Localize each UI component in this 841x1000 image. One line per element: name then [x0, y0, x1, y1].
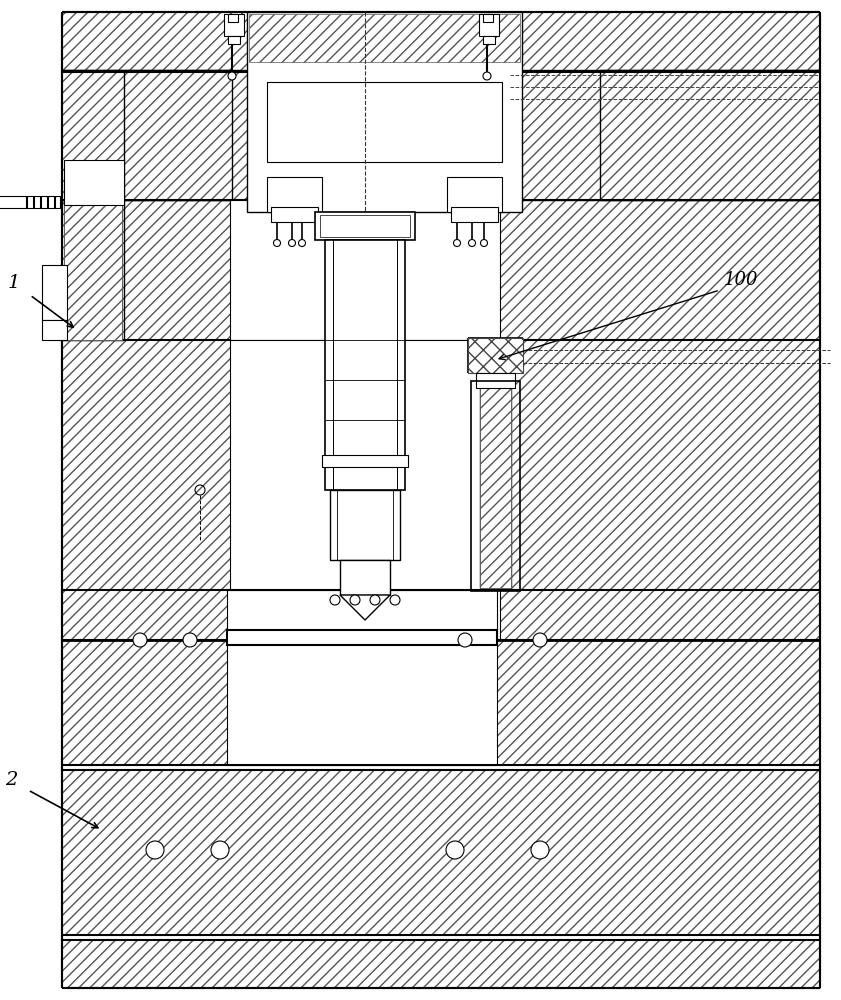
- Bar: [230, 340, 500, 640]
- Bar: [271, 207, 318, 222]
- Bar: [500, 200, 820, 340]
- Bar: [480, 388, 511, 588]
- Bar: [62, 590, 227, 765]
- Bar: [600, 70, 820, 200]
- Bar: [325, 240, 405, 490]
- Circle shape: [228, 72, 236, 80]
- Bar: [497, 590, 820, 765]
- Bar: [64, 200, 122, 340]
- Bar: [227, 630, 497, 645]
- Bar: [62, 12, 820, 72]
- Circle shape: [273, 239, 281, 246]
- Bar: [451, 207, 498, 222]
- Bar: [224, 14, 244, 36]
- Circle shape: [468, 239, 475, 246]
- Bar: [64, 160, 124, 205]
- Bar: [62, 770, 820, 935]
- Bar: [476, 373, 515, 388]
- Bar: [62, 70, 232, 200]
- Bar: [62, 70, 124, 340]
- Bar: [0, 196, 60, 208]
- Circle shape: [370, 595, 380, 605]
- Bar: [500, 70, 820, 200]
- Circle shape: [330, 595, 340, 605]
- Bar: [322, 455, 408, 467]
- Polygon shape: [340, 595, 390, 620]
- Bar: [227, 590, 497, 765]
- Bar: [247, 12, 522, 212]
- Circle shape: [531, 841, 549, 859]
- Circle shape: [533, 633, 547, 647]
- Circle shape: [390, 595, 400, 605]
- Bar: [500, 340, 820, 640]
- Bar: [471, 381, 520, 591]
- Bar: [62, 200, 124, 340]
- Text: 1: 1: [8, 274, 20, 292]
- Circle shape: [453, 239, 461, 246]
- Circle shape: [288, 239, 295, 246]
- Circle shape: [350, 595, 360, 605]
- Bar: [42, 320, 67, 340]
- Bar: [483, 36, 495, 44]
- Circle shape: [458, 633, 472, 647]
- Circle shape: [146, 841, 164, 859]
- Bar: [249, 14, 520, 62]
- Bar: [228, 14, 238, 22]
- Text: 2: 2: [5, 771, 18, 789]
- Bar: [42, 265, 67, 320]
- Bar: [62, 340, 230, 640]
- Bar: [62, 940, 820, 988]
- Circle shape: [483, 72, 491, 80]
- Bar: [124, 70, 292, 200]
- Circle shape: [299, 239, 305, 246]
- Bar: [62, 200, 230, 340]
- Circle shape: [133, 633, 147, 647]
- Bar: [483, 14, 493, 22]
- Bar: [230, 200, 500, 340]
- Bar: [228, 36, 240, 44]
- Bar: [447, 177, 502, 212]
- Bar: [320, 215, 410, 237]
- Bar: [330, 490, 400, 560]
- Circle shape: [480, 239, 488, 246]
- Bar: [64, 200, 122, 340]
- Bar: [267, 82, 502, 162]
- Circle shape: [446, 841, 464, 859]
- Bar: [315, 212, 415, 240]
- Circle shape: [211, 841, 229, 859]
- Bar: [479, 14, 499, 36]
- Bar: [340, 560, 390, 595]
- Bar: [267, 177, 322, 212]
- Text: 100: 100: [724, 271, 759, 289]
- Circle shape: [183, 633, 197, 647]
- Bar: [468, 338, 523, 373]
